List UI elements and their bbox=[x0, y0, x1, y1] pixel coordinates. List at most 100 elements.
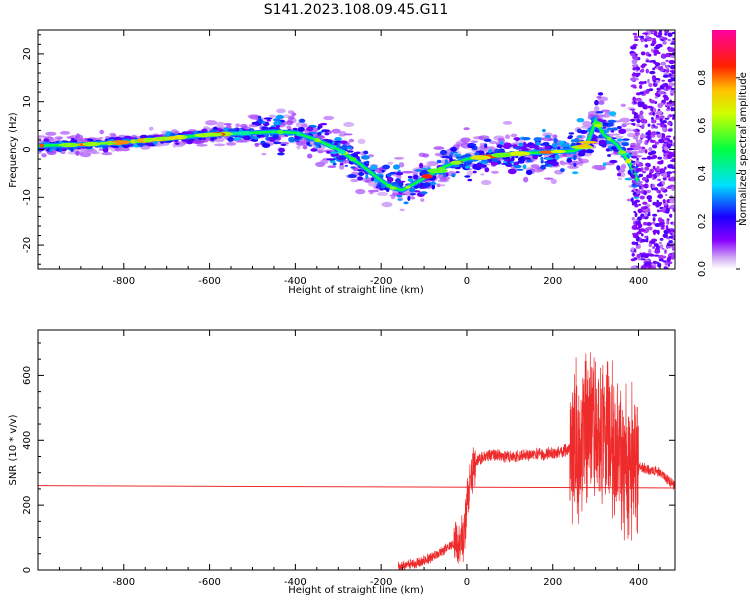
noise-blob bbox=[644, 32, 648, 36]
noise-blob bbox=[643, 221, 648, 226]
noise-blob bbox=[643, 190, 647, 196]
spectral-blob bbox=[551, 161, 559, 167]
noise-blob bbox=[652, 165, 656, 170]
noise-blob bbox=[638, 173, 644, 178]
noise-blob bbox=[666, 171, 673, 175]
spectral-halo bbox=[45, 131, 57, 136]
spectral-blob bbox=[409, 187, 416, 193]
noise-blob bbox=[638, 139, 643, 144]
spectral-blob bbox=[540, 156, 544, 161]
noise-blob bbox=[653, 243, 659, 247]
noise-blob bbox=[644, 149, 648, 154]
spectral-halo bbox=[502, 121, 513, 125]
noise-blob bbox=[664, 117, 670, 120]
noise-blob bbox=[651, 221, 656, 225]
spectral-blob bbox=[597, 92, 604, 96]
spectral-blob bbox=[419, 162, 424, 169]
noise-blob bbox=[632, 233, 639, 239]
spectral-peak bbox=[437, 166, 446, 170]
noise-blob bbox=[671, 246, 675, 251]
noise-blob bbox=[637, 180, 640, 184]
spectral-peak bbox=[349, 157, 357, 162]
spectral-blob bbox=[513, 164, 522, 169]
x-tick-label: -800 bbox=[112, 577, 135, 588]
spectral-halo bbox=[261, 153, 267, 156]
noise-blob bbox=[636, 123, 641, 127]
spectral-blob bbox=[455, 171, 460, 174]
noise-blob bbox=[655, 114, 660, 119]
spectral-halo bbox=[481, 179, 492, 186]
noise-blob bbox=[662, 207, 666, 211]
spectral-blob bbox=[277, 152, 285, 156]
spectral-halo bbox=[350, 178, 359, 183]
spectral-blob bbox=[274, 121, 280, 126]
noise-blob bbox=[647, 156, 653, 160]
noise-blob bbox=[639, 84, 643, 89]
spectral-blob bbox=[457, 163, 466, 168]
spectral-blob bbox=[522, 164, 527, 170]
spectral-blob bbox=[413, 174, 419, 180]
spectral-halo bbox=[552, 134, 558, 139]
noise-blob bbox=[659, 222, 665, 225]
noise-blob bbox=[672, 232, 675, 235]
spectral-halo bbox=[460, 137, 471, 143]
noise-blob bbox=[662, 94, 668, 98]
noise-blob bbox=[656, 43, 663, 48]
colorbar-ticks: 0.0 0.2 0.4 0.6 0.8 bbox=[697, 70, 740, 277]
spectral-blob bbox=[611, 127, 619, 131]
spectral-halo bbox=[369, 191, 374, 195]
y-tick-label: 600 bbox=[22, 366, 33, 385]
spectral-blob bbox=[487, 149, 493, 154]
colorbar-tick-label: 0.4 bbox=[697, 165, 708, 181]
noise-blob bbox=[647, 38, 653, 41]
spectral-halo bbox=[463, 127, 470, 131]
noise-blob bbox=[637, 223, 643, 229]
noise-blob bbox=[667, 143, 673, 147]
spectral-halo bbox=[387, 161, 394, 165]
noise-blob bbox=[654, 223, 661, 227]
spectral-blob bbox=[547, 159, 556, 162]
noise-blob bbox=[662, 37, 668, 41]
spectral-blob bbox=[407, 178, 414, 182]
snr-panel: -800 -600 -400 -200 0 200 400 0 200 400 600 Height… bbox=[8, 329, 676, 596]
noise-blob bbox=[657, 209, 660, 213]
noise-blob bbox=[654, 96, 658, 99]
y-tick-label: -20 bbox=[22, 237, 33, 253]
spectral-blob bbox=[552, 142, 558, 148]
noise-blob bbox=[665, 135, 672, 138]
spectral-halo bbox=[286, 125, 292, 130]
spectral-blob bbox=[396, 194, 403, 198]
x-tick-label: 200 bbox=[543, 276, 562, 287]
noise-blob bbox=[665, 193, 668, 197]
noise-blob bbox=[634, 131, 640, 136]
spectral-peak bbox=[578, 140, 598, 144]
spectral-halo bbox=[562, 153, 568, 157]
spectral-blob bbox=[233, 136, 242, 141]
noise-blob bbox=[661, 79, 665, 82]
noise-blob bbox=[630, 142, 637, 146]
noise-blob bbox=[670, 106, 674, 112]
spectral-blob bbox=[318, 145, 322, 148]
spectral-blob bbox=[585, 149, 595, 154]
noise-blob bbox=[639, 181, 643, 184]
spectral-halo bbox=[368, 181, 377, 187]
spectral-halo bbox=[401, 170, 414, 174]
noise-blob bbox=[663, 266, 668, 269]
y-tick-label: -10 bbox=[22, 189, 33, 205]
spectral-blob bbox=[365, 174, 369, 179]
noise-blob bbox=[632, 168, 637, 171]
spectral-blob bbox=[560, 168, 565, 173]
spectral-blob bbox=[209, 129, 218, 133]
noise-blob bbox=[668, 240, 673, 244]
spectral-halo bbox=[436, 183, 441, 188]
noise-blob bbox=[661, 120, 668, 124]
noise-blob bbox=[646, 222, 652, 226]
spectral-halo bbox=[279, 141, 290, 145]
spectral-blob bbox=[618, 128, 627, 134]
noise-blob bbox=[652, 49, 659, 54]
spectral-blob bbox=[262, 143, 271, 148]
spectral-blob bbox=[333, 142, 339, 146]
x-tick-label: 0 bbox=[464, 577, 470, 588]
y-tick-label: 0 bbox=[22, 146, 33, 152]
noise-blob bbox=[645, 89, 650, 94]
